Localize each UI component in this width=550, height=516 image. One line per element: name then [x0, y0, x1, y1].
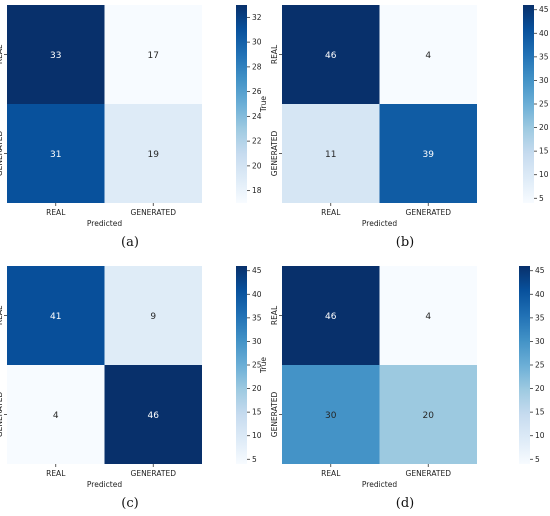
subfigure-caption: (a) [121, 235, 139, 250]
colorbar-tick-label: 35 [252, 313, 262, 322]
heatmap-cell [7, 266, 105, 365]
y-tick-label: REAL [270, 305, 279, 325]
colorbar-tick-label: 20 [252, 384, 262, 393]
colorbar-tick-label: 15 [252, 408, 262, 417]
colorbar [519, 266, 530, 464]
heatmap-cell [7, 5, 105, 104]
cell-value-label: 20 [423, 411, 435, 421]
heatmap-cell [379, 365, 477, 464]
subfigure-caption: (b) [395, 235, 415, 250]
x-tick-label: GENERATED [131, 208, 177, 217]
cell-value-label: 41 [50, 312, 61, 322]
colorbar-tick-label: 20 [535, 384, 545, 393]
cell-value-label: 4 [425, 312, 431, 322]
colorbar-tick-label: 28 [252, 62, 262, 71]
heatmap-cell [7, 104, 105, 203]
y-tick-label: GENERATED [0, 392, 4, 438]
subfigure-caption: (c) [121, 496, 139, 511]
y-tick-label: REAL [270, 44, 279, 64]
cell-value-label: 39 [423, 150, 435, 160]
colorbar-tick-label: 5 [539, 194, 544, 203]
heatmap-cell [104, 365, 202, 464]
x-axis-label: Predicted [362, 480, 397, 489]
y-tick-label: REAL [0, 305, 4, 325]
x-tick-label: REAL [321, 208, 341, 217]
colorbar-tick-label: 45 [539, 5, 549, 14]
heatmap-cell [104, 5, 202, 104]
cell-value-label: 46 [148, 411, 160, 421]
colorbar-tick-label: 35 [539, 52, 549, 61]
colorbar-tick-label: 15 [535, 408, 545, 417]
cell-value-label: 11 [325, 150, 336, 160]
colorbar-tick-label: 32 [252, 13, 262, 22]
colorbar-tick-label: 45 [535, 266, 545, 275]
colorbar-tick-label: 30 [535, 337, 545, 346]
heatmap-cell [379, 5, 477, 104]
heatmap-cell [282, 5, 380, 104]
y-tick-label: GENERATED [270, 131, 279, 177]
y-tick-label: REAL [0, 44, 4, 64]
colorbar-tick-label: 40 [535, 290, 545, 299]
cell-value-label: 9 [150, 312, 156, 322]
colorbar-tick-label: 18 [252, 186, 262, 195]
y-tick-label: GENERATED [270, 392, 279, 438]
cell-value-label: 4 [425, 51, 431, 61]
heatmap-cell [7, 365, 105, 464]
x-tick-label: GENERATED [406, 208, 452, 217]
colorbar-tick-label: 26 [252, 87, 262, 96]
x-axis-label: Predicted [362, 219, 397, 228]
colorbar-tick-label: 30 [539, 76, 549, 85]
heatmap-cell [282, 104, 380, 203]
subfigure-caption: (d) [395, 496, 415, 511]
heatmap-cell [104, 104, 202, 203]
x-axis-label: Predicted [87, 219, 122, 228]
colorbar-tick-label: 10 [539, 170, 549, 179]
heatmap-cell [379, 266, 477, 365]
cell-value-label: 4 [53, 411, 59, 421]
colorbar-tick-label: 10 [535, 431, 545, 440]
colorbar-tick-label: 5 [535, 455, 540, 464]
colorbar-tick-label: 20 [252, 161, 262, 170]
x-axis-label: Predicted [87, 480, 122, 489]
colorbar-tick-label: 25 [252, 361, 262, 370]
y-axis-label: True [259, 96, 268, 113]
colorbar-tick-label: 30 [252, 38, 262, 47]
heatmap-cell [282, 266, 380, 365]
x-tick-label: GENERATED [406, 469, 452, 478]
cell-value-label: 30 [325, 411, 337, 421]
cell-value-label: 33 [50, 51, 61, 61]
x-tick-label: REAL [46, 208, 66, 217]
colorbar [236, 5, 247, 203]
colorbar-tick-label: 15 [539, 147, 549, 156]
colorbar-tick-label: 5 [252, 455, 257, 464]
cell-value-label: 17 [148, 51, 159, 61]
cell-value-label: 46 [325, 51, 337, 61]
colorbar-tick-label: 40 [252, 290, 262, 299]
colorbar-tick-label: 45 [252, 266, 262, 275]
heatmap-cell [379, 104, 477, 203]
colorbar-tick-label: 30 [252, 337, 262, 346]
cell-value-label: 31 [50, 150, 61, 160]
heatmap-cell [282, 365, 380, 464]
colorbar-tick-label: 10 [252, 431, 262, 440]
x-tick-label: GENERATED [131, 469, 177, 478]
colorbar-tick-label: 25 [539, 100, 549, 109]
colorbar-tick-label: 35 [535, 313, 545, 322]
x-tick-label: REAL [46, 469, 66, 478]
colorbar-tick-label: 40 [539, 29, 549, 38]
y-axis-label: True [259, 357, 268, 374]
colorbar [236, 266, 247, 464]
colorbar-tick-label: 24 [252, 112, 262, 121]
cell-value-label: 19 [148, 150, 160, 160]
colorbar-tick-label: 22 [252, 137, 262, 146]
colorbar [523, 5, 534, 203]
y-tick-label: GENERATED [0, 131, 4, 177]
colorbar-tick-label: 25 [535, 361, 545, 370]
x-tick-label: REAL [321, 469, 341, 478]
colorbar-tick-label: 20 [539, 123, 549, 132]
cell-value-label: 46 [325, 312, 337, 322]
heatmap-cell [104, 266, 202, 365]
